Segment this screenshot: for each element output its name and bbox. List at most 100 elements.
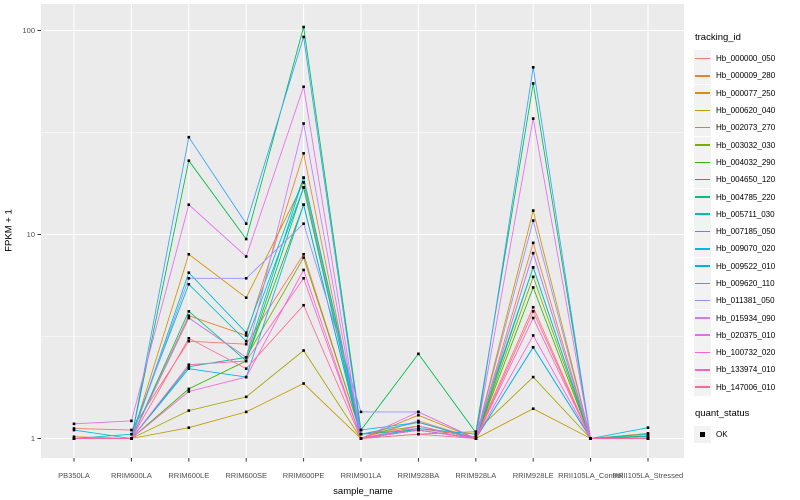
data-point bbox=[244, 359, 248, 363]
data-point bbox=[302, 256, 305, 259]
legend-key-line-icon bbox=[694, 67, 711, 85]
legend-label: Hb_004785_220 bbox=[716, 192, 776, 202]
legend-title-quant-status: quant_status bbox=[695, 407, 750, 419]
legend-label: Hb_000620_040 bbox=[716, 106, 776, 116]
legend-item-Hb_004785_220: Hb_004785_220 bbox=[694, 188, 800, 206]
legend-color-line bbox=[695, 369, 710, 371]
data-point bbox=[72, 437, 76, 440]
data-point bbox=[302, 268, 305, 272]
data-point bbox=[72, 422, 76, 426]
legend-key-line-icon bbox=[694, 240, 711, 258]
data-point bbox=[417, 410, 420, 414]
legend-color-line bbox=[695, 126, 710, 129]
legend-item-Hb_000077_250: Hb_000077_250 bbox=[694, 84, 800, 102]
legend-label: Hb_147006_010 bbox=[716, 382, 776, 392]
legend-key-line-icon bbox=[694, 119, 711, 137]
data-point bbox=[187, 203, 191, 206]
legend-label: Hb_133974_010 bbox=[716, 365, 776, 375]
legend-color-line bbox=[695, 92, 710, 94]
legend-key-line-icon bbox=[694, 378, 711, 396]
legend-item-Hb_003032_030: Hb_003032_030 bbox=[694, 136, 800, 154]
data-point bbox=[244, 334, 248, 337]
legend-item-Hb_004032_290: Hb_004032_290 bbox=[694, 153, 800, 171]
data-point bbox=[302, 349, 305, 352]
legend-label: Hb_011381_050 bbox=[716, 296, 775, 306]
data-point bbox=[244, 331, 248, 335]
data-point bbox=[187, 276, 191, 280]
data-point bbox=[244, 410, 248, 414]
legend-key-line-icon bbox=[694, 361, 711, 379]
data-point bbox=[302, 303, 305, 307]
data-point bbox=[244, 356, 248, 359]
data-point bbox=[244, 342, 248, 346]
legend-color-line bbox=[695, 334, 710, 336]
data-point bbox=[302, 85, 305, 89]
x-tick-label: RRII105LA_Stressed bbox=[613, 471, 683, 480]
data-point bbox=[302, 222, 305, 225]
data-point bbox=[531, 275, 535, 279]
legend-item-Hb_004650_120: Hb_004650_120 bbox=[694, 171, 800, 189]
legend-key-line-icon bbox=[694, 257, 711, 275]
x-tick-label: RRIM600LA bbox=[111, 471, 152, 480]
x-tick-label: RRIM901LA bbox=[341, 471, 382, 480]
legend-label: Hb_100732_020 bbox=[716, 348, 776, 358]
legend-key-line-icon bbox=[694, 171, 711, 189]
data-point bbox=[359, 432, 363, 436]
legend-label: Hb_005711_030 bbox=[716, 209, 775, 219]
data-point bbox=[130, 437, 133, 440]
x-tick-label: RRII105LA_Control bbox=[558, 471, 623, 480]
data-point bbox=[531, 345, 535, 349]
legend-label-ok: OK bbox=[716, 430, 728, 440]
legend-label: Hb_004650_120 bbox=[716, 175, 776, 185]
legend-color-line bbox=[695, 178, 710, 181]
data-point bbox=[244, 339, 248, 343]
legend-quant-status: quant_status OK bbox=[694, 407, 800, 444]
data-point bbox=[187, 314, 191, 317]
data-point bbox=[187, 387, 191, 391]
data-point bbox=[187, 283, 191, 286]
data-point bbox=[187, 336, 191, 340]
x-tick-label: PB350LA bbox=[58, 471, 90, 480]
legend-label: Hb_000009_280 bbox=[716, 71, 776, 81]
legend-label: Hb_020375_010 bbox=[716, 330, 776, 340]
data-point bbox=[646, 432, 650, 436]
legend-item-Hb_009070_020: Hb_009070_020 bbox=[694, 240, 800, 258]
legend-key-line-icon bbox=[694, 275, 711, 292]
data-point bbox=[474, 431, 478, 434]
data-point bbox=[302, 186, 305, 189]
legend-color-line bbox=[695, 230, 710, 233]
legend-item-Hb_147006_010: Hb_147006_010 bbox=[694, 378, 800, 396]
legend-item-Hb_011381_050: Hb_011381_050 bbox=[694, 292, 800, 310]
data-point bbox=[187, 316, 191, 320]
data-point bbox=[417, 421, 420, 424]
data-point bbox=[187, 135, 191, 139]
legend-key-line-icon bbox=[694, 188, 711, 206]
data-point bbox=[187, 310, 191, 313]
legend: tracking_id Hb_000000_050 Hb_000009_280 Hb… bbox=[694, 32, 800, 444]
legend-color-line bbox=[695, 144, 710, 146]
legend-key-line-icon bbox=[694, 136, 711, 154]
data-point bbox=[244, 395, 248, 399]
legend-key-line-icon bbox=[694, 292, 711, 310]
data-point bbox=[130, 428, 133, 432]
data-point bbox=[244, 222, 248, 225]
y-tick-label: 10 bbox=[27, 230, 35, 239]
data-point bbox=[531, 82, 535, 85]
data-point bbox=[531, 266, 535, 269]
legend-key-line-icon bbox=[694, 309, 711, 327]
legend-item-Hb_100732_020: Hb_100732_020 bbox=[694, 344, 800, 362]
plot-panel bbox=[41, 4, 684, 458]
data-point bbox=[531, 375, 535, 379]
legend-label: Hb_004032_290 bbox=[716, 157, 776, 167]
data-point bbox=[302, 122, 305, 125]
legend-key-line-icon bbox=[694, 344, 711, 362]
legend-color-line bbox=[695, 75, 710, 77]
data-point bbox=[302, 176, 305, 179]
legend-label: Hb_003032_030 bbox=[716, 140, 776, 150]
data-point bbox=[244, 367, 248, 370]
data-point bbox=[187, 409, 191, 412]
legend-color-line bbox=[695, 317, 710, 319]
data-point bbox=[417, 413, 420, 417]
